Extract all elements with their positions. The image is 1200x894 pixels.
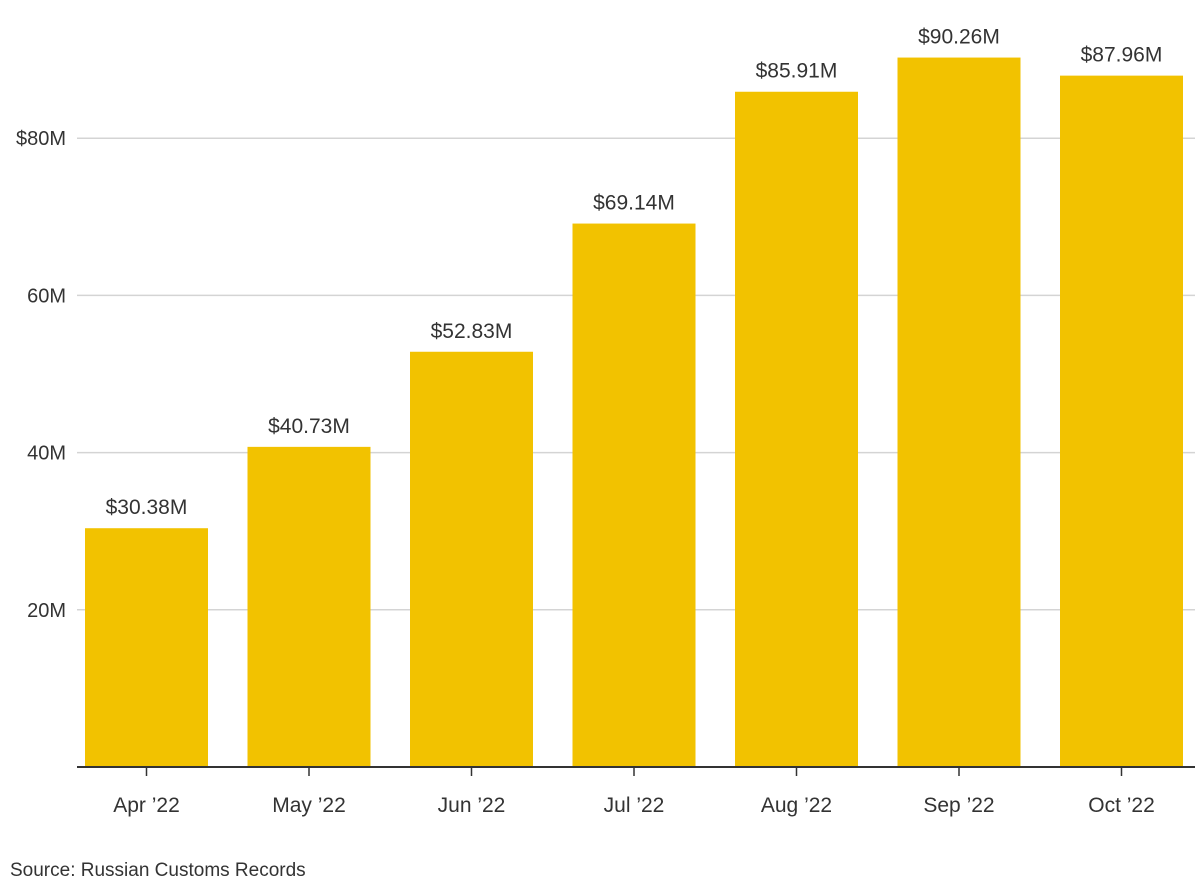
bar xyxy=(1060,75,1183,767)
data-label: $52.83M xyxy=(431,320,513,343)
bar xyxy=(410,351,533,767)
data-label: $90.26M xyxy=(918,26,1000,49)
data-label: $87.96M xyxy=(1081,44,1163,67)
bar xyxy=(572,223,696,768)
data-label: $30.38M xyxy=(106,496,188,519)
source-note: Source: Russian Customs Records xyxy=(10,860,306,881)
y-tick-label: $80M xyxy=(16,128,66,150)
bar xyxy=(735,91,858,768)
bars xyxy=(85,57,1183,768)
data-label: $69.14M xyxy=(593,192,675,215)
x-axis: Apr ’22 May ’22 Jun ’22 Jul ’22 Aug ’22 Sep ’… xyxy=(77,766,1195,817)
x-tick-label: Jul ’22 xyxy=(604,794,665,817)
bar xyxy=(85,528,208,767)
x-tick-label: Sep ’22 xyxy=(923,794,994,817)
bar xyxy=(247,446,371,767)
bar xyxy=(897,57,1021,768)
data-label: $40.73M xyxy=(268,415,350,438)
y-tick-label: 20M xyxy=(27,600,66,622)
y-tick-label: 40M xyxy=(27,443,66,465)
x-tick-label: Jun ’22 xyxy=(438,794,506,817)
x-tick-label: Oct ’22 xyxy=(1088,794,1155,817)
x-tick-label: Aug ’22 xyxy=(761,794,832,817)
data-label: $85.91M xyxy=(756,60,838,83)
x-tick-label: May ’22 xyxy=(272,794,346,817)
y-tick-label: 60M xyxy=(27,285,66,307)
data-labels: $30.38M $40.73M $52.83M $69.14M $85.91M $90.2… xyxy=(106,26,1163,520)
x-tick-label: Apr ’22 xyxy=(113,794,180,817)
